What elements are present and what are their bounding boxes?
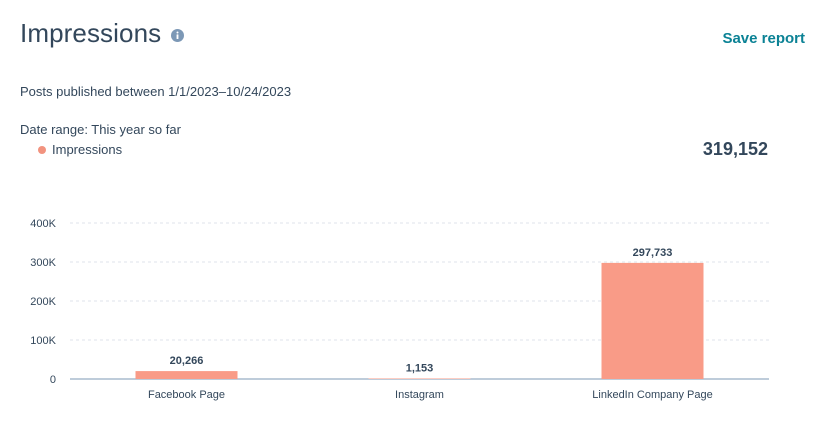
save-report-button[interactable]: Save report (722, 30, 805, 47)
info-icon[interactable] (171, 29, 185, 42)
bar-instagram[interactable] (368, 378, 471, 380)
posts-published-subtitle: Posts published between 1/1/2023–10/24/2… (20, 84, 292, 99)
legend-dot-icon (38, 145, 46, 154)
y-tick-label: 200K (30, 296, 56, 308)
bar-value-label: 297,733 (633, 247, 673, 259)
legend-label: Impressions (52, 142, 123, 157)
bar-value-label: 1,153 (406, 363, 434, 375)
page-title: Impressions (20, 18, 185, 49)
bar-linkedin-company-page[interactable] (601, 262, 704, 379)
x-category-label: LinkedIn Company Page (592, 389, 712, 401)
bar-facebook-page[interactable] (135, 371, 238, 379)
bar-value-label: 20,266 (170, 355, 204, 367)
y-tick-label: 100K (30, 335, 56, 347)
y-tick-label: 300K (30, 257, 56, 269)
y-tick-label: 0 (50, 374, 56, 386)
x-category-label: Facebook Page (148, 389, 225, 401)
x-category-label: Instagram (395, 389, 444, 401)
total-impressions: 319,152 (702, 139, 768, 159)
page-title-text: Impressions (20, 18, 162, 48)
date-range-text: Date range: This year so far (20, 122, 181, 137)
chart-legend: Impressions (38, 142, 122, 157)
y-tick-label: 400K (30, 218, 56, 230)
